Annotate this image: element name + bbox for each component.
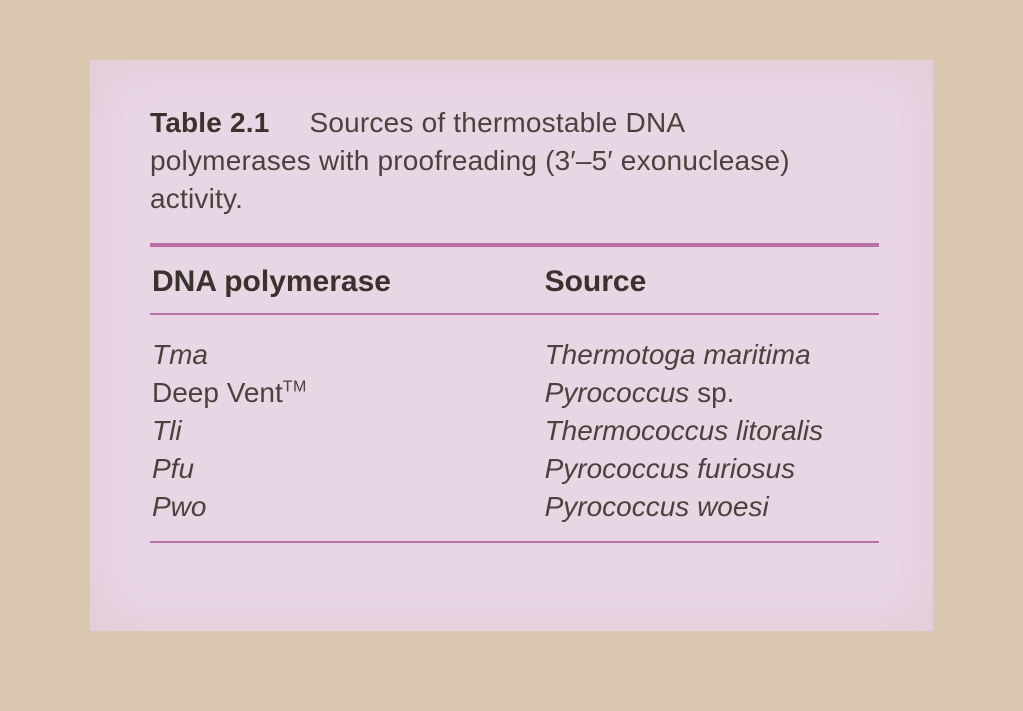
table-row: PwoPyrococcus woesi bbox=[152, 489, 879, 527]
table-body: TmaThermotoga maritimaDeep VentTMPyrococ… bbox=[150, 315, 879, 541]
caption-spacer bbox=[278, 107, 302, 138]
column-header-polymerase: DNA polymerase bbox=[152, 265, 545, 299]
trademark-icon: TM bbox=[283, 379, 307, 396]
cell-polymerase: Tma bbox=[152, 339, 545, 371]
cell-source: Thermococcus litoralis bbox=[545, 415, 879, 447]
table-label: Table 2.1 bbox=[150, 107, 270, 138]
table-panel: Table 2.1 Sources of thermostable DNA po… bbox=[90, 60, 933, 631]
cell-source: Pyrococcus furiosus bbox=[545, 453, 879, 485]
cell-source: Pyrococcus sp. bbox=[545, 377, 879, 409]
table-row: PfuPyrococcus furiosus bbox=[152, 451, 879, 489]
column-header-source: Source bbox=[545, 265, 879, 299]
cell-polymerase: Tli bbox=[152, 415, 545, 447]
table-row: Deep VentTMPyrococcus sp. bbox=[152, 375, 879, 413]
cell-source: Thermotoga maritima bbox=[545, 339, 879, 371]
table-caption: Table 2.1 Sources of thermostable DNA po… bbox=[150, 104, 879, 217]
table-row: TmaThermotoga maritima bbox=[152, 337, 879, 375]
bottom-rule bbox=[150, 541, 879, 543]
cell-polymerase: Pfu bbox=[152, 453, 545, 485]
table-header-row: DNA polymerase Source bbox=[150, 247, 879, 313]
table-row: TliThermococcus litoralis bbox=[152, 413, 879, 451]
cell-polymerase: Pwo bbox=[152, 491, 545, 523]
caption-line-3: activity. bbox=[150, 183, 243, 214]
caption-line-1: Sources of thermostable DNA bbox=[309, 107, 685, 138]
page: Table 2.1 Sources of thermostable DNA po… bbox=[0, 0, 1023, 711]
caption-line-2: polymerases with proofreading (3′–5′ exo… bbox=[150, 145, 790, 176]
cell-polymerase: Deep VentTM bbox=[152, 377, 545, 409]
cell-source: Pyrococcus woesi bbox=[545, 491, 879, 523]
